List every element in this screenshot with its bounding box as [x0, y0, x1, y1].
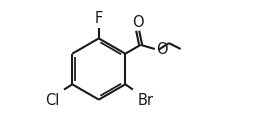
Text: O: O [132, 14, 144, 30]
Text: F: F [95, 11, 103, 26]
Text: Br: Br [138, 93, 154, 108]
Text: Cl: Cl [45, 93, 59, 108]
Text: O: O [157, 42, 168, 57]
